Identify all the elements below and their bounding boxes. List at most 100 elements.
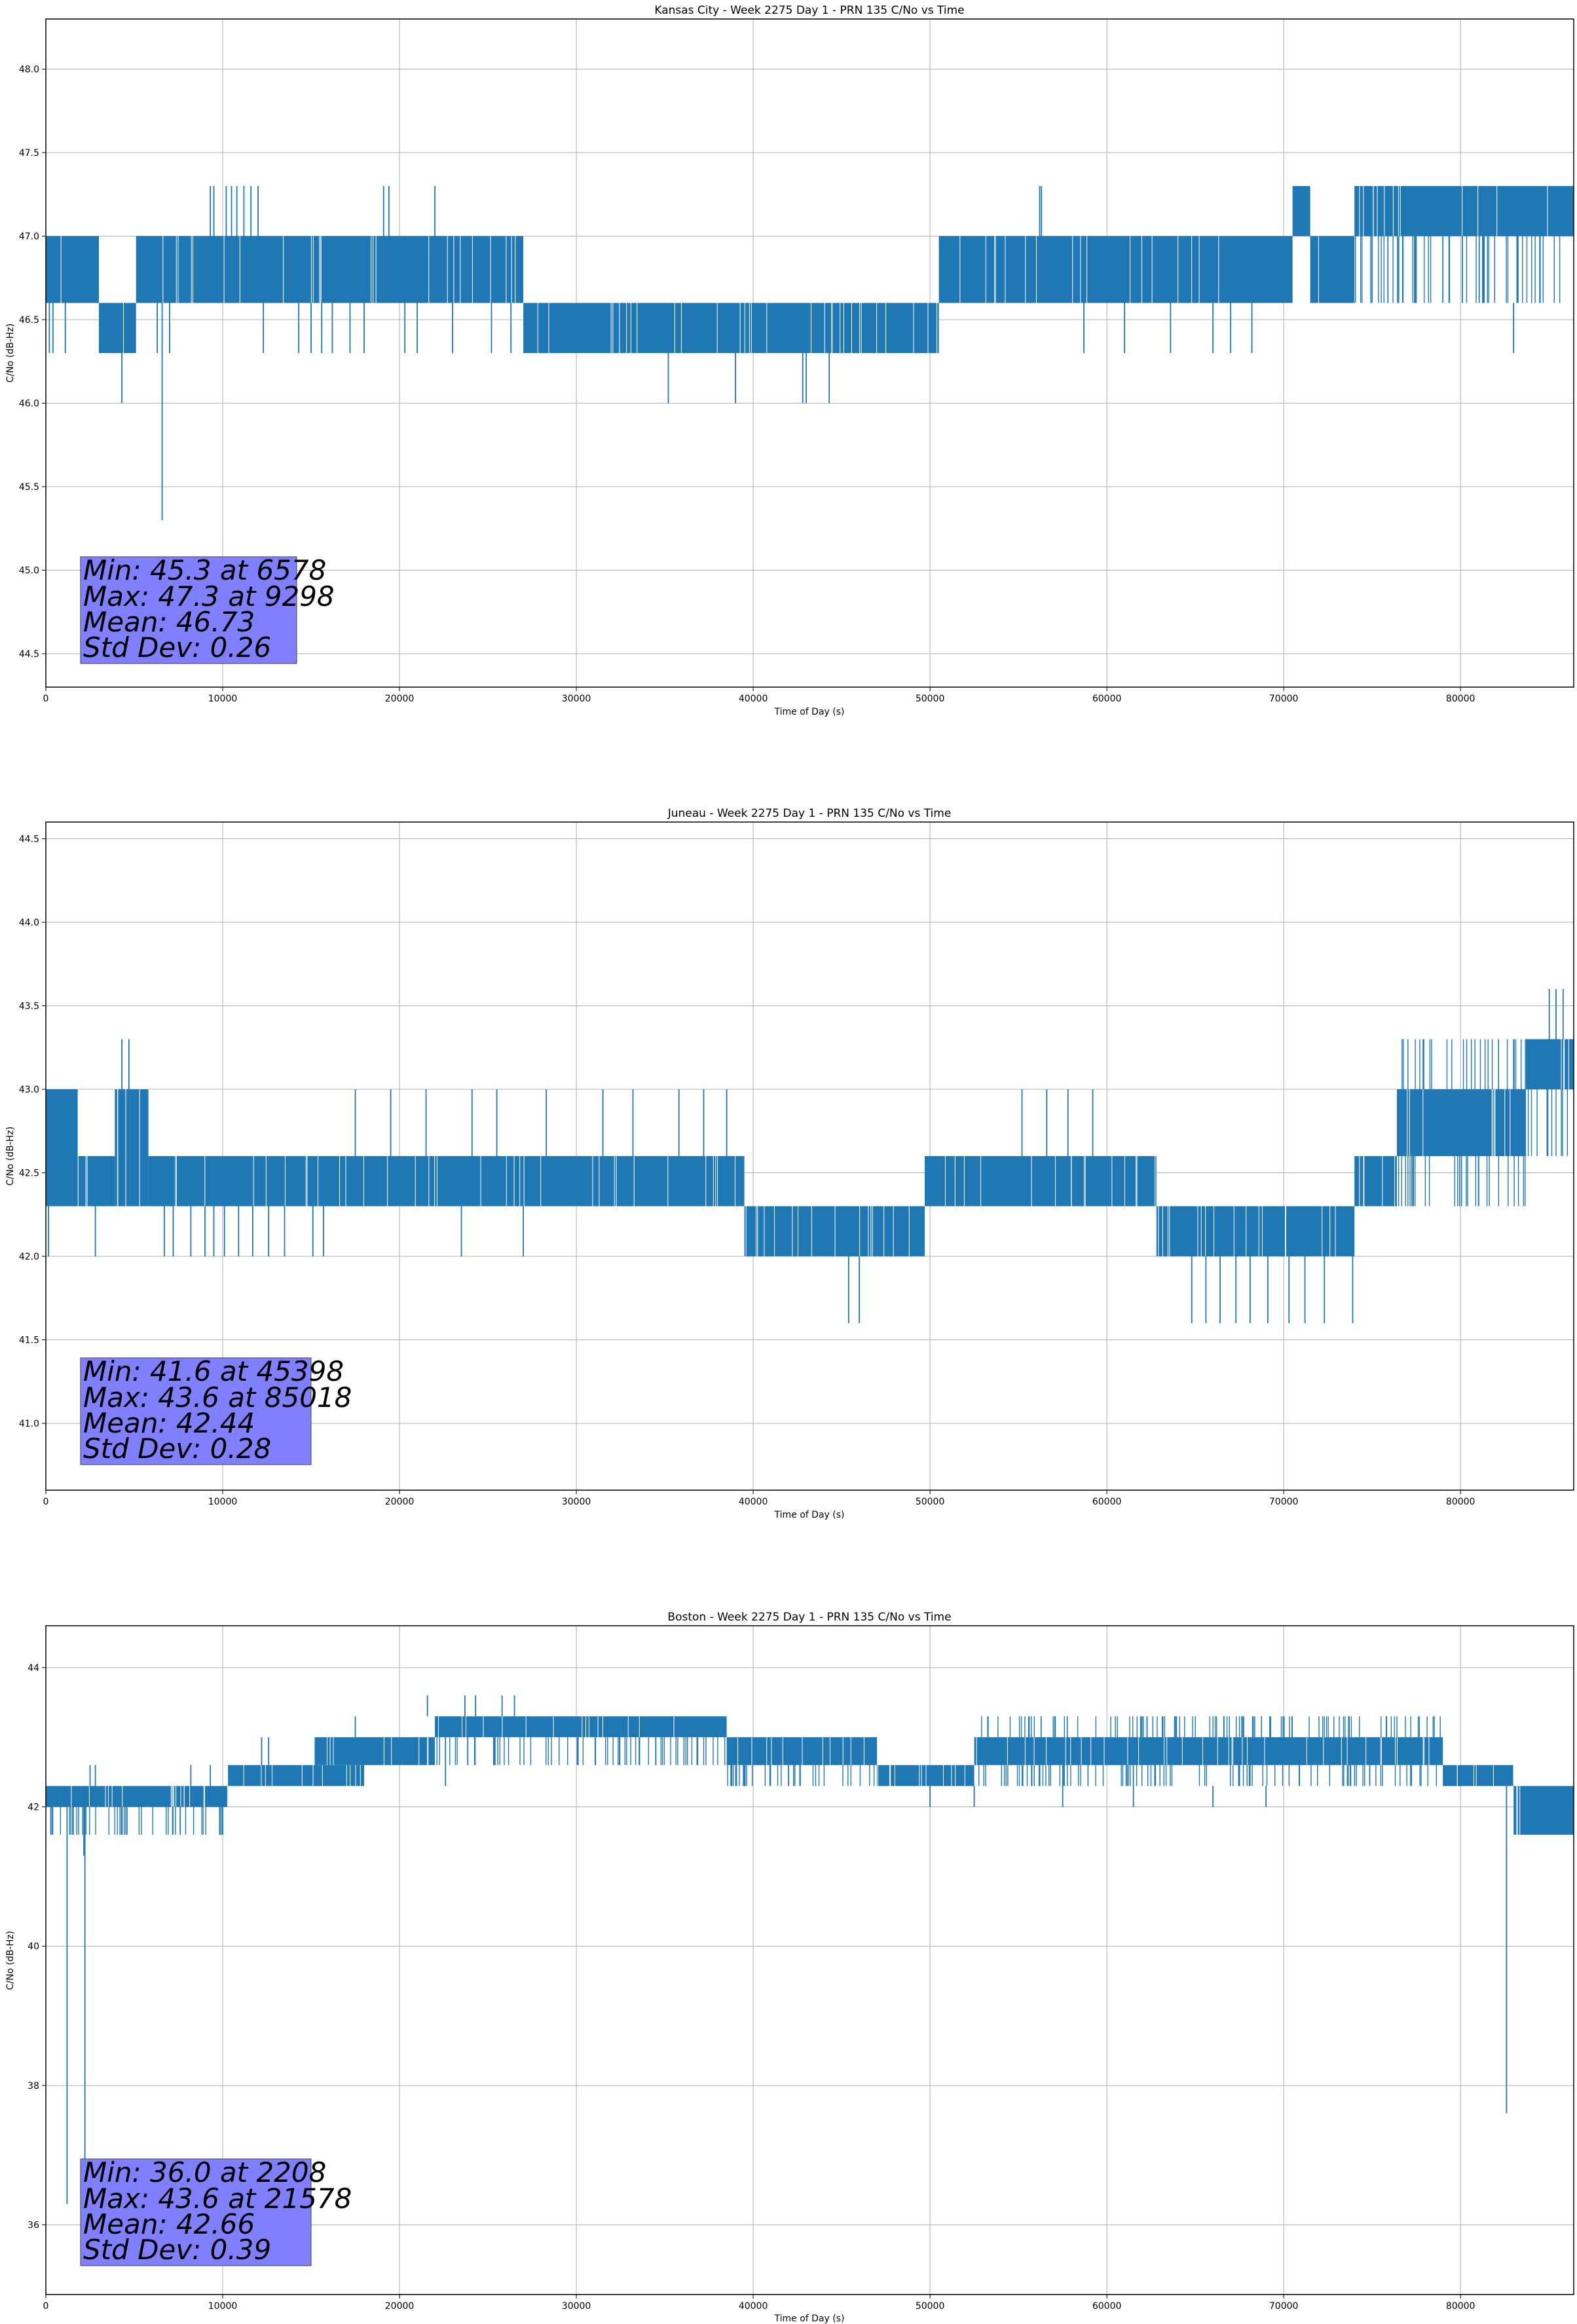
trace-gap (749, 303, 750, 353)
y-tick-label: 46.5 (19, 315, 39, 326)
trace-gap (766, 1737, 768, 1765)
trace-gap (842, 1737, 844, 1765)
trace-gap (908, 1206, 910, 1256)
trace-gap (418, 1737, 420, 1765)
trace-gap (1564, 1039, 1565, 1089)
trace-gap (890, 1765, 891, 1786)
trace-gap (265, 1156, 267, 1207)
trace-band (314, 1737, 382, 1765)
trace-gap (1392, 186, 1394, 236)
trace-gap (715, 1156, 716, 1207)
trace-band (925, 1156, 1157, 1207)
stats-min: Min: 36.0 at 2208 (83, 2156, 326, 2188)
trace-gap (391, 1737, 392, 1765)
trace-gap (757, 1206, 758, 1256)
axis-ticks: 0 10000 20000 30000 40000 50000 60000 70000 8000… (19, 834, 1475, 1508)
trace-gap (667, 1156, 669, 1207)
trace-gap (619, 303, 620, 353)
y-axis-label: C/No (dB-Hz) (5, 1127, 16, 1186)
trace-gap (994, 236, 995, 303)
x-tick-label: 60000 (1092, 2301, 1122, 2312)
trace-gap (227, 1786, 228, 1807)
trace-gap (1124, 1156, 1125, 1207)
trace-gap (523, 1156, 525, 1207)
y-tick-label: 43.0 (19, 1085, 39, 1095)
trace-gap (959, 236, 961, 303)
trace-gap (189, 1786, 191, 1807)
trace-gap (1547, 186, 1548, 236)
stats-box-background (80, 2158, 312, 2266)
trace-gap (173, 1786, 174, 1807)
stats-max: Max: 43.6 at 21578 (83, 2183, 352, 2215)
trace-band (77, 1156, 115, 1207)
x-tick-label: 40000 (739, 694, 768, 704)
trace-gap (859, 303, 861, 353)
axis-ticks: 0 10000 20000 30000 40000 50000 60000 70000 8000… (19, 65, 1475, 705)
trace-gap (1363, 186, 1364, 236)
trace-band (382, 1737, 436, 1765)
trace-gap (811, 1206, 812, 1256)
trace-gap (1400, 186, 1401, 236)
trace-gap (1456, 1765, 1458, 1786)
x-tick-label: 30000 (562, 1497, 591, 1507)
y-tick-label: 48.0 (19, 65, 39, 75)
trace-gap (319, 236, 320, 303)
trace-gap (851, 303, 852, 353)
trace-band (576, 1156, 745, 1207)
stats-min: Min: 45.3 at 6578 (83, 554, 326, 586)
x-tick-label: 70000 (1269, 1497, 1299, 1507)
trace-gap (1422, 1737, 1424, 1765)
x-tick-label: 40000 (739, 1497, 768, 1507)
trace-gap (951, 1765, 952, 1786)
trace-gap (1428, 1737, 1430, 1765)
trace-band (726, 1737, 878, 1765)
x-tick-label: 30000 (562, 2301, 591, 2312)
trace-gap (976, 1737, 977, 1765)
trace-gap (834, 1206, 836, 1256)
trace-gap (1217, 1737, 1218, 1765)
trace-gap (1104, 1737, 1105, 1765)
stats-box: Min: 45.3 at 6578 Max: 47.3 at 9298 Mean… (80, 554, 335, 664)
trace-gap (925, 1765, 927, 1786)
trace-gap (889, 1765, 890, 1786)
trace-gap (1231, 1737, 1233, 1765)
trace-band (1443, 1765, 1514, 1786)
trace-gap (751, 303, 752, 353)
chart-title: Boston - Week 2275 Day 1 - PRN 135 C/No … (667, 1611, 951, 1624)
trace-gap (170, 1786, 172, 1807)
trace-gap (1329, 1206, 1331, 1256)
trace-gap (204, 1156, 206, 1207)
trace-gap (1127, 1737, 1128, 1765)
trace-gap (1158, 1206, 1159, 1256)
x-tick-label: 80000 (1446, 1497, 1475, 1507)
trace-gap (88, 1786, 90, 1807)
trace-gap (306, 1156, 308, 1207)
trace-gap (1422, 1089, 1424, 1156)
trace-gap (1090, 1737, 1092, 1765)
y-axis-label: C/No (dB-Hz) (5, 1931, 16, 1990)
trace-gap (312, 236, 314, 303)
trace-gap (774, 1206, 775, 1256)
trace-gap (1191, 236, 1193, 303)
trace-gap (1202, 1737, 1203, 1765)
y-tick-label: 46.0 (19, 399, 39, 409)
trace-band (46, 1089, 78, 1207)
x-tick-label: 60000 (1092, 1497, 1122, 1507)
trace-gap (913, 303, 914, 353)
trace-gap (177, 236, 179, 303)
x-tick-label: 70000 (1269, 694, 1299, 704)
trace-gap (745, 1206, 747, 1256)
trace-band (46, 236, 100, 303)
trace-gap (1504, 1089, 1506, 1156)
trace-gap (1080, 236, 1081, 303)
trace-gap (339, 1156, 341, 1207)
trace-gap (1151, 236, 1153, 303)
panel-juneau: Juneau - Week 2275 Day 1 - PRN 135 C/No … (5, 807, 1574, 1520)
x-tick-label: 0 (43, 2301, 49, 2312)
trace-band (877, 1765, 974, 1786)
x-axis-label: Time of Day (s) (774, 2314, 845, 2324)
trace-gap (802, 1737, 803, 1765)
trace-gap (1111, 1156, 1113, 1207)
x-axis-label: Time of Day (s) (774, 707, 845, 717)
trace-gap (312, 1765, 314, 1786)
